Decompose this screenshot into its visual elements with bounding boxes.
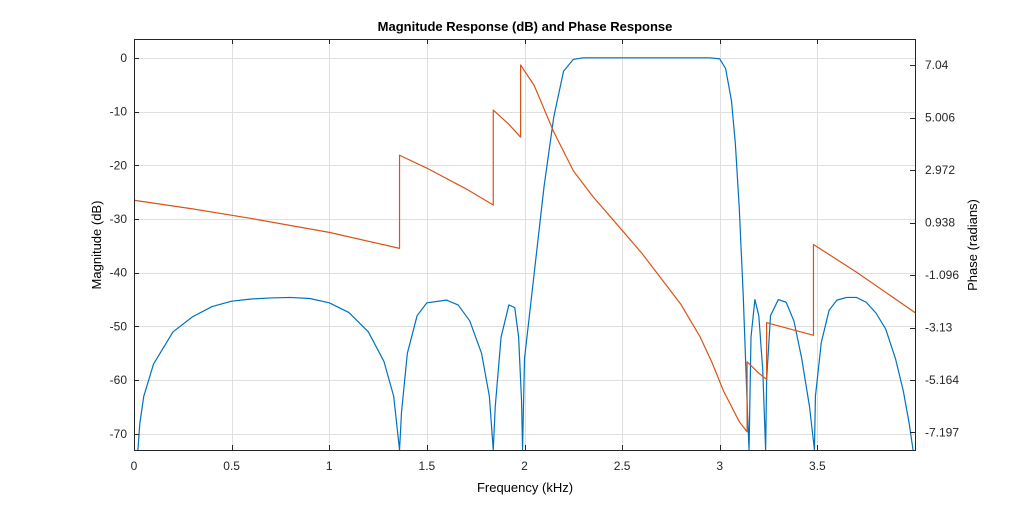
series-layer xyxy=(134,57,915,450)
x-axis-label: Frequency (kHz) xyxy=(477,480,573,495)
y-right-axis-label: Phase (radians) xyxy=(965,199,980,291)
x-tick-label: 2 xyxy=(521,459,528,473)
magnitude-response-line xyxy=(137,57,914,450)
phase-response-line xyxy=(134,64,915,433)
y-left-tick-label: -70 xyxy=(110,427,128,441)
y-left-tick-label: -20 xyxy=(110,158,128,172)
y-left-tick-label: -30 xyxy=(110,212,128,226)
x-tick-label: 3.5 xyxy=(809,459,826,473)
chart-title: Magnitude Response (dB) and Phase Respon… xyxy=(378,19,673,34)
x-tick-label: 0.5 xyxy=(223,459,240,473)
y-right-tick-labels: 7.04 5.006 2.972 0.938 -1.096 -3.13 -5.164 -7.1… xyxy=(925,58,959,439)
y-left-tick-label: -50 xyxy=(110,319,128,333)
x-tick-label: 1 xyxy=(326,459,333,473)
y-left-axis-label: Magnitude (dB) xyxy=(89,201,104,290)
plot-area xyxy=(134,39,915,450)
tick-marks xyxy=(134,39,915,450)
y-left-tick-labels: 0 -10 -20 -30 -40 -50 -60 -70 xyxy=(110,51,128,441)
y-right-tick-label: 7.04 xyxy=(925,58,949,72)
y-left-tick-label: -60 xyxy=(110,373,128,387)
y-right-tick-label: -5.164 xyxy=(925,373,959,387)
y-left-tick-label: -10 xyxy=(110,105,128,119)
y-left-tick-label: 0 xyxy=(120,51,127,65)
y-left-tick-label: -40 xyxy=(110,266,128,280)
grid-lines xyxy=(134,39,915,450)
x-tick-label: 3 xyxy=(716,459,723,473)
y-right-tick-label: 2.972 xyxy=(925,163,955,177)
y-right-tick-label: 5.006 xyxy=(925,111,955,125)
y-right-tick-label: 0.938 xyxy=(925,216,955,230)
x-tick-label: 2.5 xyxy=(614,459,631,473)
x-tick-label: 0 xyxy=(131,459,138,473)
y-right-tick-label: -3.13 xyxy=(925,321,953,335)
x-tick-label: 1.5 xyxy=(419,459,436,473)
y-right-tick-label: -1.096 xyxy=(925,268,959,282)
y-right-tick-label: -7.197 xyxy=(925,425,959,439)
x-tick-labels: 0 0.5 1 1.5 2 2.5 3 3.5 xyxy=(131,459,826,473)
